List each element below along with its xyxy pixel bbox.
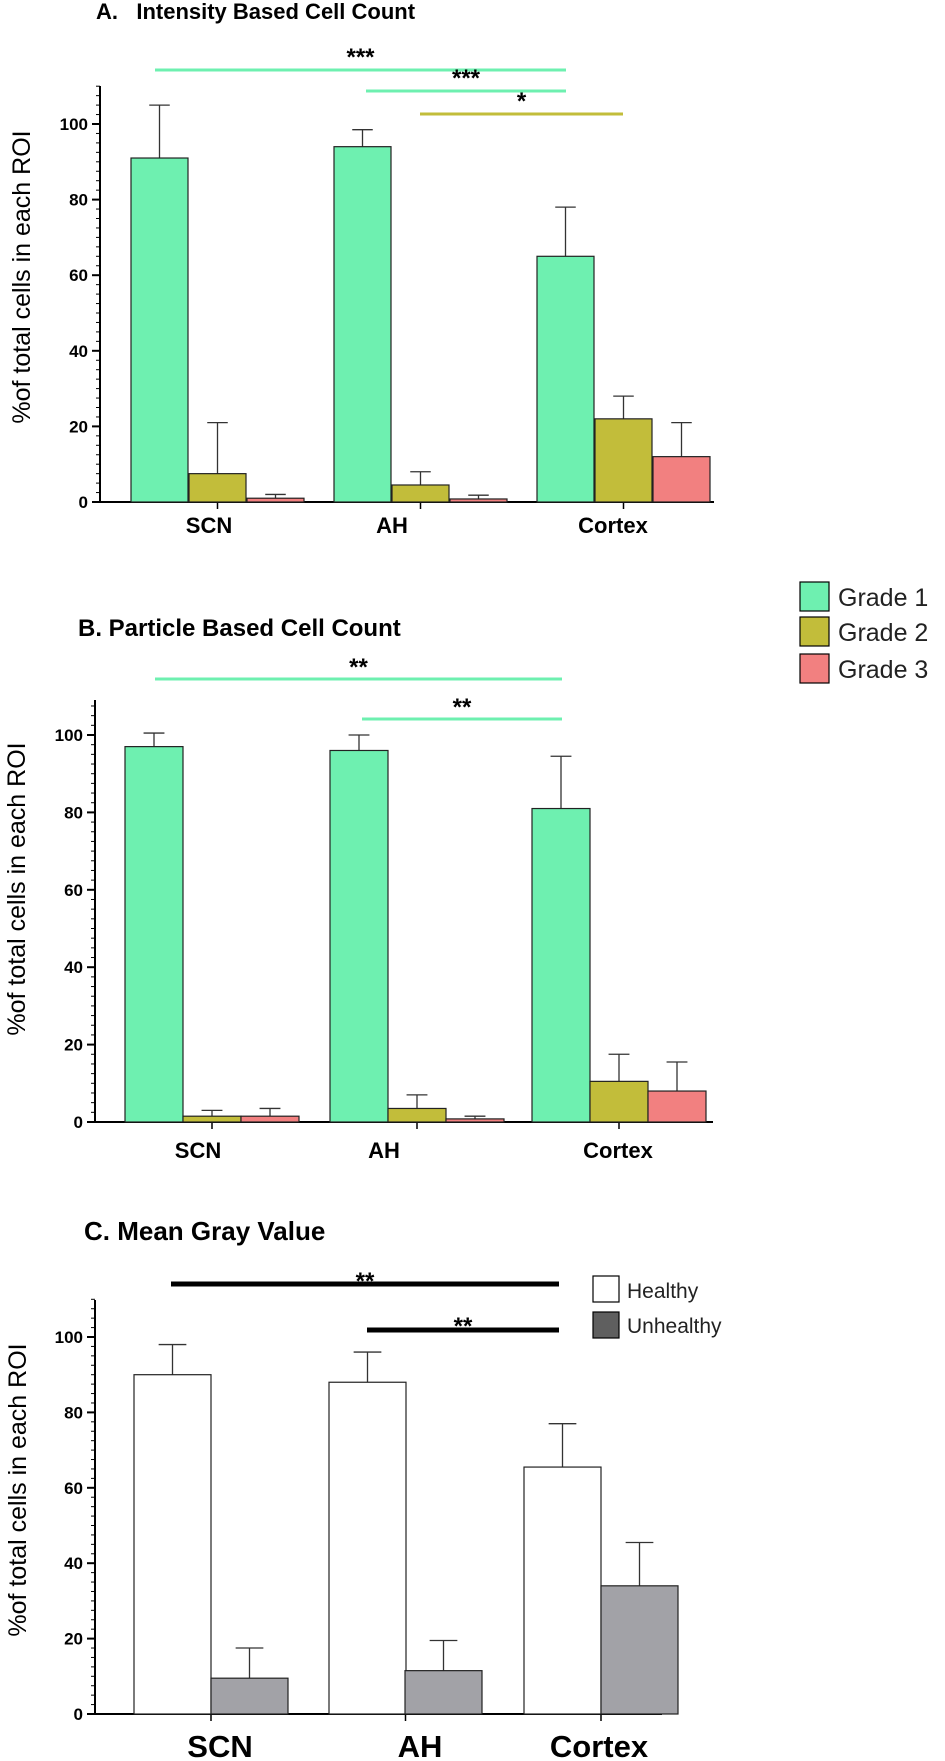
panel-b-particle-chart: B. Particle Based Cell Count %of total c…: [3, 615, 713, 1163]
panel-a-bar-grade-1: [130, 157, 189, 503]
legend-label-grade-2: Grade 2: [838, 619, 928, 647]
panel-b-bar-grade-2: [182, 1115, 242, 1123]
panel-a-significance-label: ***: [452, 65, 481, 92]
panel-a-category-label: AH: [376, 513, 408, 538]
legend-swatch-grade-1: [799, 581, 830, 612]
panel-c-bar-unhealthy: [600, 1585, 679, 1715]
panel-b-y-tick-label: 80: [64, 803, 83, 822]
panel-c-bar-healthy: [523, 1466, 602, 1715]
panel-b-bar-grade-3: [647, 1090, 707, 1123]
panel-c-category-label: Cortex: [550, 1729, 649, 1761]
panel-b-y-tick-label: 60: [64, 881, 83, 900]
legend-label-grade-3: Grade 3: [838, 656, 928, 684]
panel-b-title: B. Particle Based Cell Count: [78, 615, 401, 642]
panel-a-bar-grade-3: [246, 497, 305, 503]
panel-c-category-label: AH: [398, 1729, 443, 1761]
panel-a-y-tick-label: 80: [69, 191, 88, 210]
panel-b-category-label: AH: [368, 1138, 400, 1163]
panel-a-y-tick-label: 60: [69, 266, 88, 285]
panel-b-y-tick-label: 100: [55, 726, 83, 745]
panel-c-bar-healthy: [133, 1374, 212, 1715]
panel-a-category-label: Cortex: [578, 513, 648, 538]
panel-c-y-tick-label: 20: [64, 1630, 83, 1649]
legend-swatch-unhealthy: [592, 1311, 620, 1339]
panel-a-y-tick-label: 100: [60, 115, 88, 134]
panel-a-title: A. Intensity Based Cell Count: [96, 0, 416, 24]
panel-c-bar-unhealthy: [404, 1670, 483, 1715]
panel-a-intensity-chart: A. Intensity Based Cell Count %of total …: [8, 0, 714, 538]
panel-a-significance-label: *: [517, 88, 527, 115]
panel-c-mean-gray-chart: C. Mean Gray Value %of total cells in ea…: [4, 1216, 679, 1761]
legend-label-unhealthy: Unhealthy: [627, 1315, 722, 1338]
legend-grades: Grade 1 Grade 2 Grade 3: [799, 581, 928, 684]
legend-label-healthy: Healthy: [627, 1280, 699, 1303]
legend-swatch-grade-3: [799, 653, 830, 684]
panel-a-bar-grade-1: [536, 255, 595, 503]
panel-b-bar-grade-3: [445, 1118, 505, 1123]
panel-a-bar-grade-1: [333, 146, 392, 503]
panel-c-bar-unhealthy: [210, 1677, 289, 1715]
panel-a-y-tick-label: 40: [69, 342, 88, 361]
legend-swatch-healthy: [592, 1275, 620, 1303]
panel-a-category-label: SCN: [186, 513, 232, 538]
panel-b-significance-label: **: [453, 694, 472, 721]
panel-b-bar-grade-1: [329, 749, 389, 1123]
panel-c-y-axis-label: %of total cells in each ROI: [4, 1343, 32, 1636]
panel-b-bar-grade-2: [589, 1080, 649, 1123]
legend-label-grade-1: Grade 1: [838, 584, 928, 612]
panel-b-y-tick-label: 20: [64, 1036, 83, 1055]
panel-b-bar-grade-3: [240, 1115, 300, 1123]
legend-swatch-grade-2: [799, 616, 830, 647]
legend-health: Healthy Unhealthy: [592, 1275, 722, 1339]
panel-c-y-tick-label: 0: [74, 1705, 83, 1724]
panel-a-bar-grade-2: [391, 484, 450, 503]
panel-b-y-tick-label: 40: [64, 958, 83, 977]
panel-a-y-tick-label: 0: [79, 493, 88, 512]
panel-c-significance-label: **: [356, 1268, 375, 1295]
panel-a-y-axis-label: %of total cells in each ROI: [8, 130, 36, 423]
panel-c-title: C. Mean Gray Value: [84, 1216, 325, 1246]
panel-b-bar-grade-1: [531, 807, 591, 1123]
panel-c-y-tick-label: 40: [64, 1554, 83, 1573]
panel-a-bar-grade-3: [652, 456, 711, 503]
panel-b-bar-grade-1: [124, 746, 184, 1123]
panel-b-significance-label: **: [349, 654, 368, 681]
panel-c-significance-label: **: [454, 1313, 473, 1340]
panel-a-bar-grade-2: [188, 473, 247, 503]
panel-c-category-label: SCN: [187, 1729, 252, 1761]
panel-a-bar-grade-2: [594, 418, 653, 503]
panel-c-bar-healthy: [328, 1381, 407, 1715]
panel-c-y-tick-label: 80: [64, 1403, 83, 1422]
panel-b-category-label: Cortex: [583, 1138, 653, 1163]
panel-c-y-tick-label: 100: [55, 1328, 83, 1347]
panel-b-category-label: SCN: [175, 1138, 221, 1163]
panel-a-y-tick-label: 20: [69, 417, 88, 436]
panel-a-significance-label: ***: [346, 44, 375, 71]
panel-b-y-tick-label: 0: [74, 1113, 83, 1132]
panel-a-bar-grade-3: [449, 498, 508, 503]
panel-b-bar-grade-2: [387, 1107, 447, 1123]
panel-c-y-tick-label: 60: [64, 1479, 83, 1498]
panel-b-y-axis-label: %of total cells in each ROI: [3, 742, 31, 1035]
